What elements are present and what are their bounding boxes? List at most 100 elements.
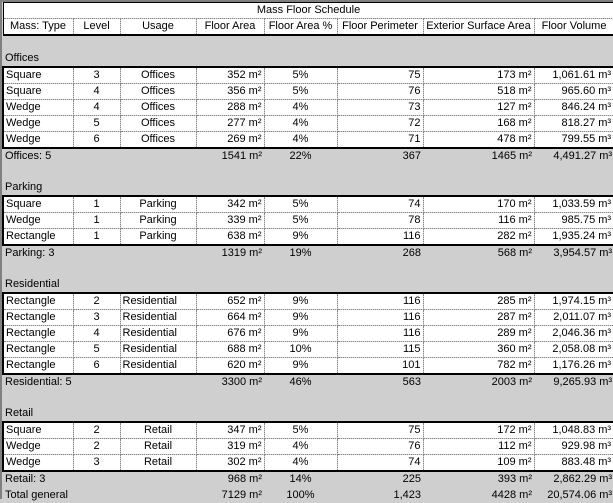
cell[interactable]: Offices — [120, 83, 197, 100]
cell[interactable] — [120, 148, 196, 164]
cell[interactable] — [73, 374, 120, 390]
cell[interactable]: 2,058.08 m³ — [534, 341, 613, 358]
cell[interactable]: 478 m² — [423, 131, 535, 149]
cell[interactable]: Rectangle — [2, 309, 74, 326]
cell[interactable]: 74 — [337, 195, 424, 213]
cell[interactable]: Retail — [120, 421, 197, 439]
cell[interactable]: Total general — [5, 488, 68, 501]
cell[interactable]: Wedge — [2, 99, 74, 116]
cell[interactable]: 22% — [289, 150, 312, 162]
cell[interactable]: 170 m² — [423, 195, 535, 213]
cell[interactable]: 172 m² — [423, 421, 535, 439]
cell[interactable]: 282 m² — [423, 228, 535, 246]
cell[interactable]: 1319 m² — [221, 247, 262, 259]
cell[interactable] — [120, 487, 196, 503]
cell[interactable]: Parking: 3 — [5, 247, 55, 259]
column-header[interactable]: Floor Area — [196, 18, 265, 36]
cell[interactable]: 676 m² — [196, 325, 265, 342]
column-header[interactable]: Floor Volume — [534, 18, 613, 36]
cell[interactable]: 46% — [289, 376, 312, 388]
cell[interactable]: Rectangle — [2, 292, 74, 310]
cell[interactable]: 6 — [73, 357, 121, 375]
cell[interactable]: 112 m² — [423, 438, 535, 455]
cell[interactable]: Wedge — [2, 454, 74, 472]
cell[interactable]: Parking — [120, 228, 197, 246]
cell[interactable]: 1 — [73, 195, 121, 213]
cell[interactable]: 20,574.06 m³ — [547, 488, 613, 501]
cell[interactable]: Square — [2, 83, 74, 100]
cell[interactable]: 319 m² — [196, 438, 265, 455]
cell[interactable]: 127 m² — [423, 99, 535, 116]
cell[interactable]: 342 m² — [196, 195, 265, 213]
column-header[interactable]: Floor Area % — [264, 18, 338, 36]
table-row[interactable]: Wedge 6 Offices 269 m² 4% 71 478 m² 799.55 m³ — [2, 131, 613, 149]
cell[interactable]: 288 m² — [196, 99, 265, 116]
cell[interactable]: 100% — [286, 488, 315, 501]
cell[interactable]: 818.27 m³ — [534, 115, 613, 132]
cell[interactable]: 75 — [337, 421, 424, 439]
cell[interactable]: 116 m² — [423, 212, 535, 229]
cell[interactable]: 3,954.57 m³ — [553, 247, 613, 259]
cell[interactable]: 664 m² — [196, 309, 265, 326]
cell[interactable]: 4% — [264, 454, 338, 472]
cell[interactable]: 1,974.15 m³ — [534, 292, 613, 310]
column-header[interactable]: Exterior Surface Area — [423, 18, 535, 36]
cell[interactable]: Offices — [120, 66, 197, 84]
table-row[interactable]: Rectangle 5 Residential 688 m² 10% 115 360 m² 2… — [2, 341, 613, 358]
cell[interactable]: 73 — [337, 99, 424, 116]
cell[interactable]: 968 m² — [227, 473, 262, 485]
cell[interactable]: 5% — [264, 195, 338, 213]
cell[interactable]: 846.24 m³ — [534, 99, 613, 116]
table-row[interactable]: Rectangle 4 Residential 676 m² 9% 116 289 m² 2,… — [2, 325, 613, 342]
cell[interactable]: 101 — [337, 357, 424, 375]
cell[interactable]: 10% — [264, 341, 338, 358]
cell[interactable]: Wedge — [2, 131, 74, 149]
table-row[interactable]: Wedge 4 Offices 288 m² 4% 73 127 m² 846.24 m³ — [2, 99, 613, 116]
cell[interactable]: 116 — [337, 292, 424, 310]
cell[interactable]: Square — [2, 66, 74, 84]
cell[interactable]: 9% — [264, 228, 338, 246]
cell[interactable]: 4428 m² — [491, 488, 532, 501]
cell[interactable]: Square — [2, 421, 74, 439]
cell[interactable]: Parking — [120, 195, 197, 213]
cell[interactable]: 1,048.83 m³ — [534, 421, 613, 439]
cell[interactable] — [120, 374, 196, 390]
cell[interactable]: 3300 m² — [221, 376, 262, 388]
cell[interactable]: 6 — [73, 131, 121, 149]
cell[interactable]: 76 — [337, 83, 424, 100]
cell[interactable]: Rectangle — [2, 228, 74, 246]
cell[interactable]: Retail — [120, 454, 197, 472]
cell[interactable]: 5 — [73, 115, 121, 132]
cell[interactable]: 4% — [264, 438, 338, 455]
cell[interactable]: 116 — [337, 325, 424, 342]
cell[interactable]: Residential — [120, 292, 197, 310]
cell[interactable]: 518 m² — [423, 83, 535, 100]
cell[interactable]: 14% — [289, 473, 312, 485]
cell[interactable]: Offices — [120, 99, 197, 116]
cell[interactable]: 652 m² — [196, 292, 265, 310]
cell[interactable]: 109 m² — [423, 454, 535, 472]
cell[interactable]: Rectangle — [2, 357, 74, 375]
cell[interactable]: 965.60 m³ — [534, 83, 613, 100]
column-header[interactable]: Level — [73, 18, 121, 36]
cell[interactable]: 782 m² — [423, 357, 535, 375]
cell[interactable]: 620 m² — [196, 357, 265, 375]
cell[interactable]: 5% — [264, 83, 338, 100]
cell[interactable]: Parking — [120, 212, 197, 229]
cell[interactable]: 4% — [264, 131, 338, 149]
cell[interactable]: 3 — [73, 309, 121, 326]
cell[interactable]: 3 — [73, 66, 121, 84]
cell[interactable]: 116 — [337, 309, 424, 326]
cell[interactable]: 76 — [337, 438, 424, 455]
cell[interactable]: 1465 m² — [491, 150, 532, 162]
cell[interactable]: 2 — [73, 292, 121, 310]
cell[interactable]: 688 m² — [196, 341, 265, 358]
cell[interactable]: 1,176.26 m³ — [534, 357, 613, 375]
table-row[interactable]: Square 2 Retail 347 m² 5% 75 172 m² 1,048.83 m³ — [2, 421, 613, 439]
table-row[interactable]: Rectangle 3 Residential 664 m² 9% 116 287 m² 2,… — [2, 309, 613, 326]
cell[interactable]: 268 — [402, 247, 421, 259]
cell[interactable]: 1 — [73, 228, 121, 246]
cell[interactable]: 225 — [402, 473, 421, 485]
cell[interactable]: 1,061.61 m³ — [534, 66, 613, 84]
cell[interactable]: 2,046.36 m³ — [534, 325, 613, 342]
